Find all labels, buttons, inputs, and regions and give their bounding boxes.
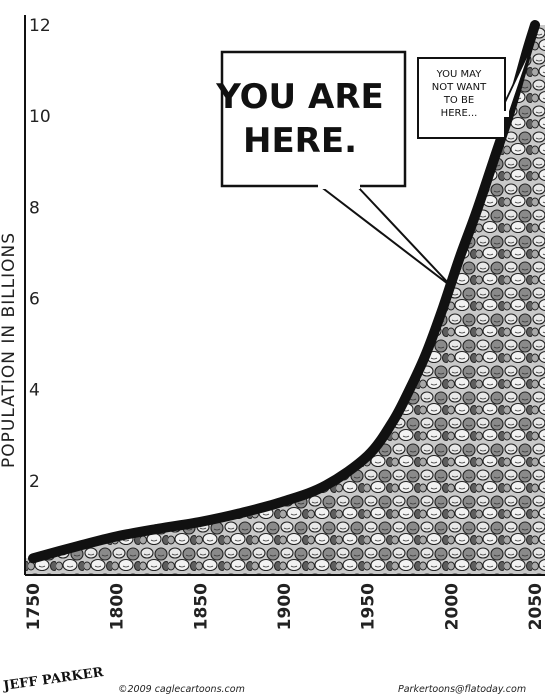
- x-tick-1900: 1900: [275, 583, 295, 630]
- you-may-not-bubble: YOU MAY NOT WANT TO BE HERE...: [417, 42, 534, 139]
- y-tick-4: 4: [29, 381, 40, 401]
- x-tick-labels: 1750 1800 1850 1900 1950 2000 2050: [24, 583, 545, 630]
- x-tick-2050: 2050: [526, 583, 545, 630]
- y-tick-labels: 2 4 6 8 10 12: [29, 16, 51, 492]
- you-are-here-bubble: YOU ARE HERE.: [215, 50, 453, 288]
- y-tick-8: 8: [29, 198, 40, 218]
- y-tick-10: 10: [29, 107, 51, 127]
- crowd-area: [25, 25, 545, 575]
- y-tick-12: 12: [29, 16, 51, 36]
- copyright-credit: ©2009 caglecartoons.com: [118, 684, 245, 695]
- x-tick-1750: 1750: [24, 583, 44, 630]
- x-tick-1850: 1850: [191, 583, 211, 630]
- artist-signature: JEFF PARKER: [1, 665, 104, 694]
- contact-credit: Parkertoons@flatoday.com: [398, 684, 526, 695]
- you-are-here-text: YOU ARE HERE.: [215, 77, 383, 161]
- you-may-not-text: YOU MAY NOT WANT TO BE HERE...: [432, 69, 487, 119]
- x-tick-2000: 2000: [442, 583, 462, 630]
- y-tick-6: 6: [29, 290, 40, 310]
- y-tick-2: 2: [29, 472, 40, 492]
- x-tick-1950: 1950: [359, 583, 379, 630]
- y-axis-label: POPULATION IN BILLIONS: [0, 232, 19, 468]
- x-tick-1800: 1800: [108, 583, 128, 630]
- population-line: [28, 20, 540, 564]
